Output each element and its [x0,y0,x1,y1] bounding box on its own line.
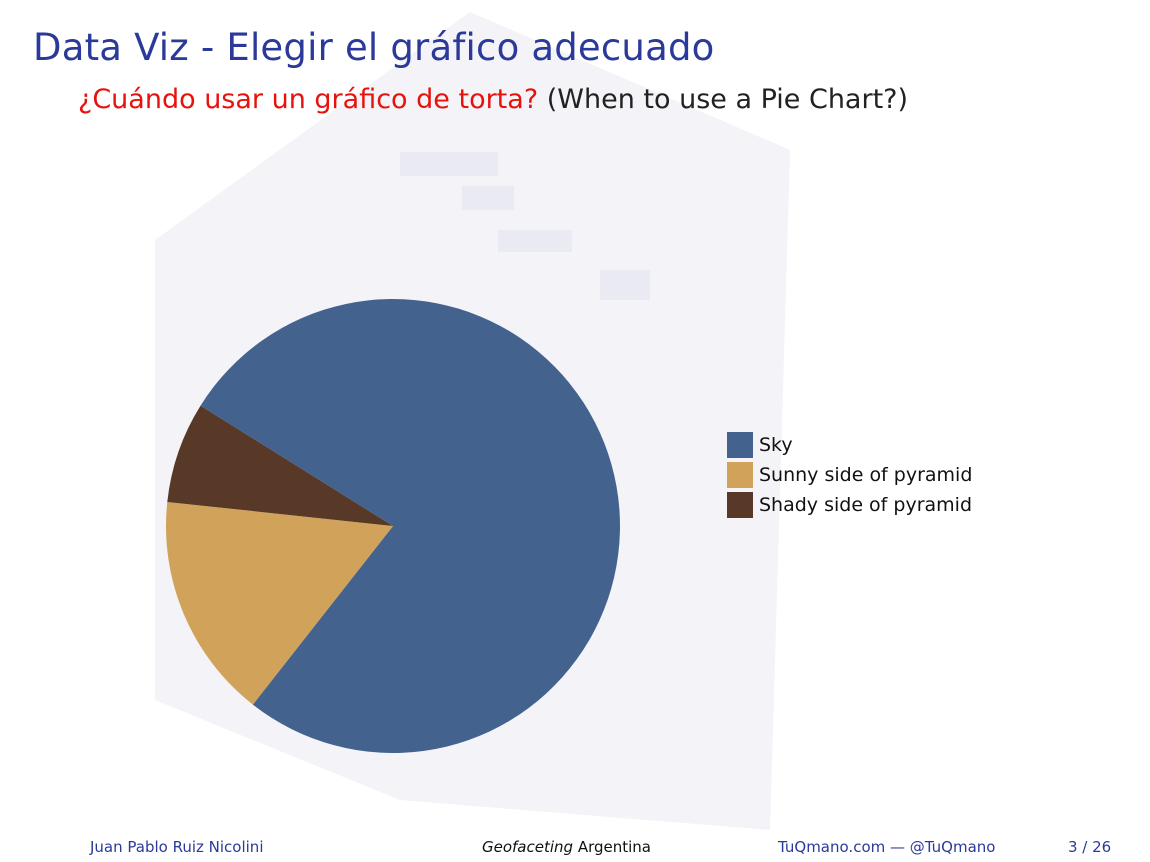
legend-item-shady: Shady side of pyramid [727,490,972,520]
legend-label-sky: Sky [759,434,793,456]
slide-title: Data Viz - Elegir el gráfico adecuado [33,26,715,69]
footer-author: Juan Pablo Ruiz Nicolini [90,838,264,856]
legend-item-sky: Sky [727,430,972,460]
footer-event: Geofaceting Argentina [482,838,651,856]
footer-page: 3 / 26 [1068,838,1112,856]
legend-label-shady: Shady side of pyramid [759,494,973,516]
pie-slice-sky [200,299,620,754]
slide-footer: Juan Pablo Ruiz Nicolini Geofaceting Arg… [0,838,1150,862]
footer-event-italic: Geofaceting [482,838,574,856]
legend-swatch-sunny [727,462,753,488]
legend-swatch-sky [727,432,753,458]
pie-slices [166,299,620,754]
chart-legend: Sky Sunny side of pyramid Shady side of … [727,430,972,520]
footer-event-rest: Argentina [573,838,651,856]
slide-subtitle: ¿Cuándo usar un gráfico de torta? (When … [78,84,908,115]
pie-slice-sunny-side-of-pyramid [166,501,393,705]
subtitle-translation: (When to use a Pie Chart?) [546,84,909,115]
subtitle-question: ¿Cuándo usar un gráfico de torta? [78,84,539,115]
pie-slice-shady-side-of-pyramid [167,405,393,526]
legend-item-sunny: Sunny side of pyramid [727,460,972,490]
footer-site: TuQmano.com — @TuQmano [778,838,996,856]
legend-swatch-shady [727,492,753,518]
legend-label-sunny: Sunny side of pyramid [759,464,973,486]
